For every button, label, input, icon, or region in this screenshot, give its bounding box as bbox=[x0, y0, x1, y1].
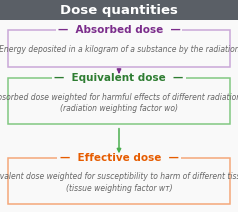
Text: —  Effective dose  —: — Effective dose — bbox=[60, 153, 178, 163]
FancyBboxPatch shape bbox=[8, 78, 230, 124]
Text: Dose quantities: Dose quantities bbox=[60, 4, 178, 17]
Text: —  Equivalent dose  —: — Equivalent dose — bbox=[54, 73, 184, 84]
FancyBboxPatch shape bbox=[8, 30, 230, 67]
FancyBboxPatch shape bbox=[8, 158, 230, 204]
Text: —  Absorbed dose  —: — Absorbed dose — bbox=[58, 25, 180, 35]
Text: Absorbed dose weighted for harmful effects of different radiations
(radiation we: Absorbed dose weighted for harmful effec… bbox=[0, 93, 238, 113]
Text: Energy deposited in a kilogram of a substance by the radiation: Energy deposited in a kilogram of a subs… bbox=[0, 45, 238, 54]
Text: Equivalent dose weighted for susceptibility to harm of different tissues
(tissue: Equivalent dose weighted for susceptibil… bbox=[0, 172, 238, 193]
FancyBboxPatch shape bbox=[0, 0, 238, 20]
